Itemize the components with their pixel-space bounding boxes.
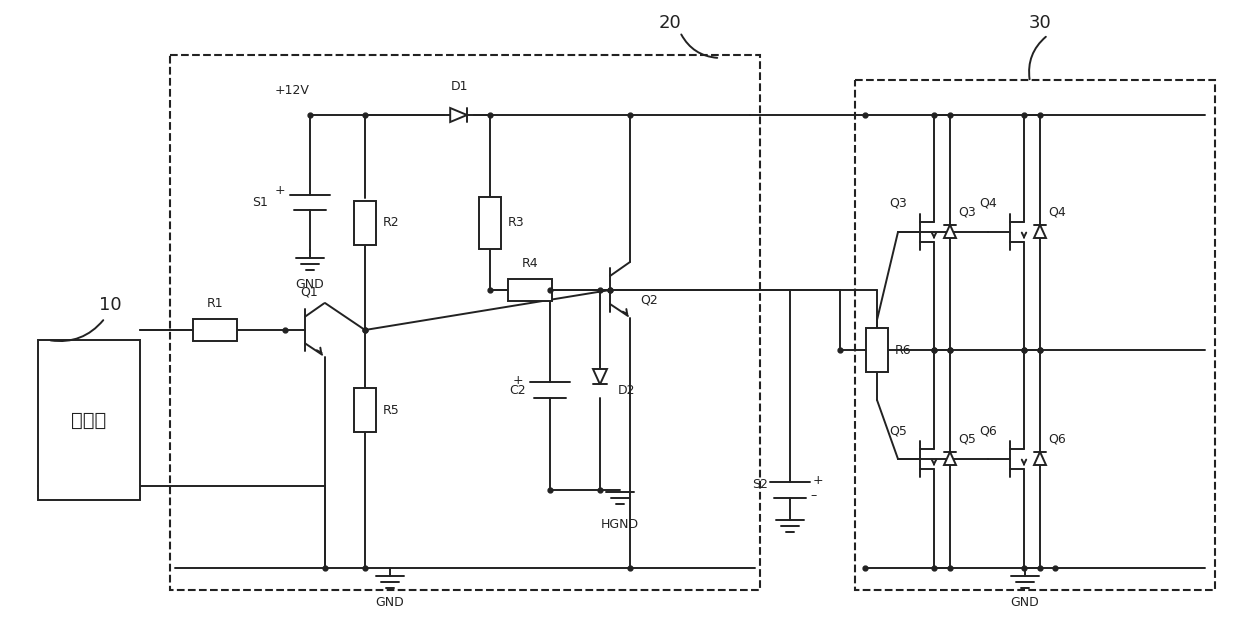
Text: Q2: Q2 <box>640 293 657 306</box>
Text: R2: R2 <box>383 216 399 229</box>
Polygon shape <box>450 108 467 122</box>
Text: +12V: +12V <box>274 84 310 97</box>
Text: C2: C2 <box>510 384 526 396</box>
Text: R5: R5 <box>383 404 399 416</box>
Bar <box>479 197 501 248</box>
Text: Q3: Q3 <box>889 197 906 210</box>
Text: 信号源: 信号源 <box>72 411 107 429</box>
Text: Q4: Q4 <box>980 197 997 210</box>
Text: GND: GND <box>1011 596 1039 609</box>
Text: –: – <box>811 489 817 502</box>
Polygon shape <box>944 225 956 238</box>
Text: S2: S2 <box>753 479 768 492</box>
Bar <box>170 55 760 590</box>
Text: Q5: Q5 <box>889 424 906 437</box>
Text: Q6: Q6 <box>1048 432 1065 446</box>
Bar <box>353 200 376 245</box>
Text: Q3: Q3 <box>959 205 976 218</box>
Bar <box>508 279 552 301</box>
Text: Q5: Q5 <box>959 432 976 446</box>
Text: 10: 10 <box>99 296 122 314</box>
Text: R4: R4 <box>522 257 538 270</box>
Text: S1: S1 <box>252 195 268 208</box>
Bar <box>353 388 376 432</box>
Bar <box>193 319 237 341</box>
Text: Q4: Q4 <box>1048 205 1065 218</box>
Bar <box>856 80 1215 590</box>
Polygon shape <box>944 452 956 465</box>
Text: HGND: HGND <box>601 518 639 531</box>
Polygon shape <box>593 369 608 384</box>
Bar <box>38 340 140 500</box>
Text: GND: GND <box>376 596 404 609</box>
Text: +: + <box>812 474 823 487</box>
Text: R1: R1 <box>207 297 223 310</box>
Text: Q6: Q6 <box>980 424 997 437</box>
Text: +: + <box>275 183 285 197</box>
Polygon shape <box>1034 225 1047 238</box>
Text: D2: D2 <box>618 384 635 396</box>
Polygon shape <box>1034 452 1047 465</box>
Text: R3: R3 <box>508 216 525 229</box>
Text: 20: 20 <box>658 14 681 32</box>
Text: R6: R6 <box>895 343 911 356</box>
Text: 30: 30 <box>1029 14 1052 32</box>
Text: +: + <box>512 374 523 386</box>
Text: D1: D1 <box>451 80 469 93</box>
Text: GND: GND <box>295 278 325 291</box>
Bar <box>866 328 888 372</box>
Text: Q1: Q1 <box>300 286 317 298</box>
